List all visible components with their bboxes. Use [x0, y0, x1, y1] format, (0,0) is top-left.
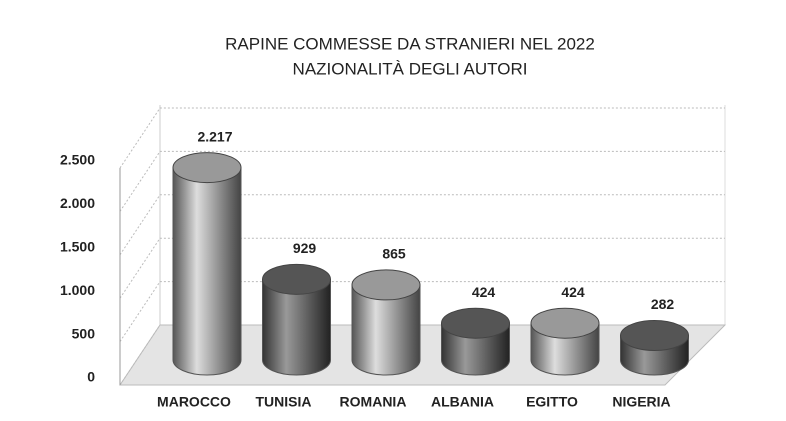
y-tick-label: 1.500: [60, 239, 95, 255]
bar-top: [172, 152, 242, 184]
y-tick-label: 2.500: [60, 152, 95, 168]
value-label: 282: [651, 296, 675, 312]
bar-top: [620, 320, 689, 352]
y-tick-label: 500: [72, 325, 96, 341]
value-label: 2.217: [197, 128, 232, 144]
bar-top: [262, 263, 331, 295]
chart-subtitle: NAZIONALITÀ DEGLI AUTORI: [293, 59, 528, 78]
value-label: 424: [472, 284, 496, 300]
grid-line: [119, 237, 725, 299]
bar-top: [530, 307, 600, 339]
x-tick-label: EGITTO: [526, 394, 578, 410]
chart-title: RAPINE COMMESSE DA STRANIERI NEL 2022: [225, 34, 595, 53]
grid-line: [119, 107, 725, 169]
value-label: 865: [382, 246, 406, 262]
x-tick-label: ROMANIA: [340, 394, 407, 410]
y-tick-label: 2.000: [60, 195, 95, 211]
x-tick-label: MAROCCO: [157, 394, 231, 410]
bar: [351, 284, 421, 376]
bar: [262, 278, 331, 376]
bar: [172, 167, 242, 376]
value-label: 424: [561, 284, 585, 300]
y-tick-label: 0: [87, 369, 95, 385]
x-tick-label: NIGERIA: [612, 394, 670, 410]
grid-line: [119, 150, 725, 212]
value-label: 929: [293, 240, 317, 256]
plot: 0 500 1.000 1.500 2.000 2.500 MAROCCO 2.217 TUNI…: [60, 107, 725, 410]
bar-top: [441, 307, 510, 339]
y-tick-label: 1.000: [60, 282, 95, 298]
x-tick-label: ALBANIA: [431, 394, 494, 410]
grid-line: [119, 281, 725, 342]
bar-top: [351, 269, 421, 301]
grid-line: [119, 194, 725, 256]
x-tick-label: TUNISIA: [256, 394, 312, 410]
